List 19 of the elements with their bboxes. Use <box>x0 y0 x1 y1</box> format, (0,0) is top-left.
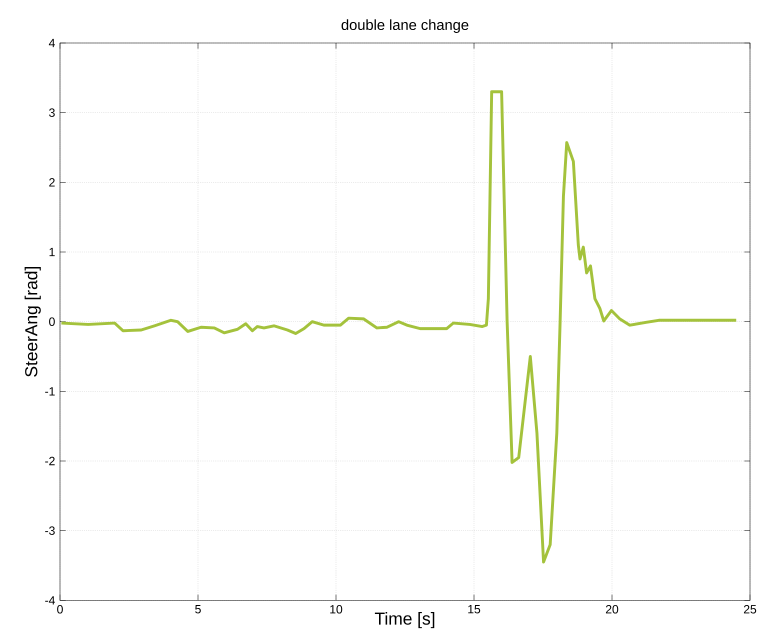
y-tick-label: 0 <box>49 317 55 326</box>
x-tick-label: 25 <box>744 605 756 614</box>
x-tick-label: 20 <box>606 605 618 614</box>
x-tick-label: 5 <box>195 605 201 614</box>
y-tick-label: -3 <box>45 526 55 535</box>
y-tick-label: 3 <box>49 108 55 117</box>
y-tick-label: -1 <box>45 387 55 396</box>
line-series <box>60 90 738 564</box>
x-axis-title: Time [s] <box>374 612 434 628</box>
y-axis-title: SteerAng [rad] <box>24 267 41 377</box>
y-tick-label: 4 <box>48 38 55 48</box>
chart-title: double lane change <box>342 19 468 33</box>
x-tick-label: 10 <box>330 605 342 614</box>
y-tick-label: -4 <box>45 596 55 604</box>
y-tick-label: 2 <box>49 178 55 187</box>
x-tick-label: 15 <box>468 605 480 614</box>
y-tick-label: 1 <box>50 248 55 256</box>
y-tick-label: -2 <box>45 456 55 466</box>
x-tick-label: 0 <box>57 605 63 614</box>
